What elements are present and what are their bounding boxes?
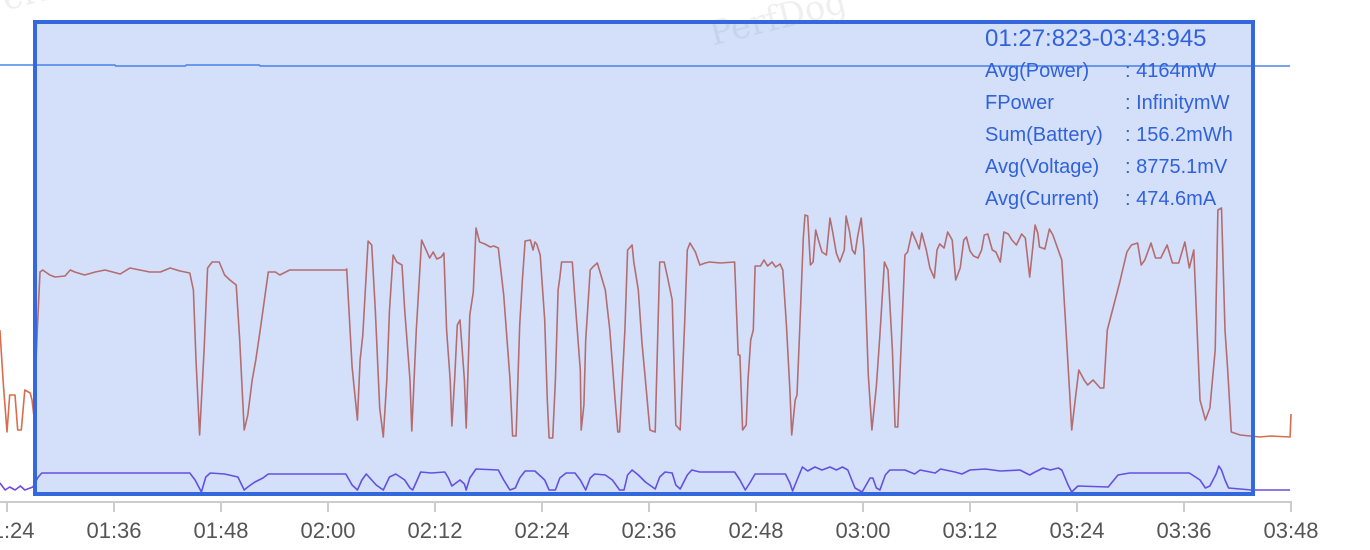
selection-stats-panel: 01:27:823-03:43:945 Avg(Power) : 4164mW F… (985, 22, 1233, 216)
stat-label: Avg(Current) (985, 188, 1100, 210)
x-tick-label: 03:24 (1049, 518, 1104, 543)
stat-fpower: FPower : InfinitymW (985, 88, 1233, 120)
stat-label: Avg(Voltage) (985, 156, 1100, 178)
x-axis-ticks: 01:24 01:36 01:48 02:00 02:12 02:24 02:36 02:48… (0, 502, 1319, 543)
x-tick-label: 01:48 (193, 518, 248, 543)
stat-sum-battery: Sum(Battery) : 156.2mWh (985, 120, 1233, 152)
stat-avg-current: Avg(Current) : 474.6mA (985, 184, 1233, 216)
stat-value: : 8775.1mV (1125, 156, 1228, 178)
x-tick-label: 03:00 (835, 518, 890, 543)
stat-value: : 4164mW (1125, 60, 1217, 82)
x-tick-label: 02:00 (300, 518, 355, 543)
x-tick-label: 03:36 (1156, 518, 1211, 543)
selection-range-box[interactable] (33, 20, 1255, 496)
x-tick-label: 03:48 (1263, 518, 1318, 543)
stat-value: : 474.6mA (1125, 188, 1217, 210)
stat-value: : 156.2mWh (1125, 124, 1233, 146)
x-tick-label: 03:12 (942, 518, 997, 543)
x-tick-label: 02:36 (621, 518, 676, 543)
series-layer (0, 64, 1292, 493)
current-series-line (0, 465, 1291, 493)
stat-label: FPower (985, 92, 1054, 114)
stat-label: Sum(Battery) (985, 124, 1103, 146)
x-tick-label: 01:24 (0, 518, 35, 543)
x-tick-label: 02:24 (514, 518, 569, 543)
x-tick-label: 01:36 (86, 518, 141, 543)
voltage-series-line (0, 64, 1291, 67)
power-series-line (0, 207, 1292, 439)
selection-time-range: 01:27:823-03:43:945 (985, 25, 1207, 52)
stat-value: : InfinitymW (1125, 92, 1230, 114)
x-tick-label: 02:12 (407, 518, 462, 543)
stat-label: Avg(Power) (985, 60, 1090, 82)
stat-avg-voltage: Avg(Voltage) : 8775.1mV (985, 152, 1233, 184)
stat-avg-power: Avg(Power) : 4164mW (985, 56, 1233, 88)
x-tick-label: 02:48 (728, 518, 783, 543)
